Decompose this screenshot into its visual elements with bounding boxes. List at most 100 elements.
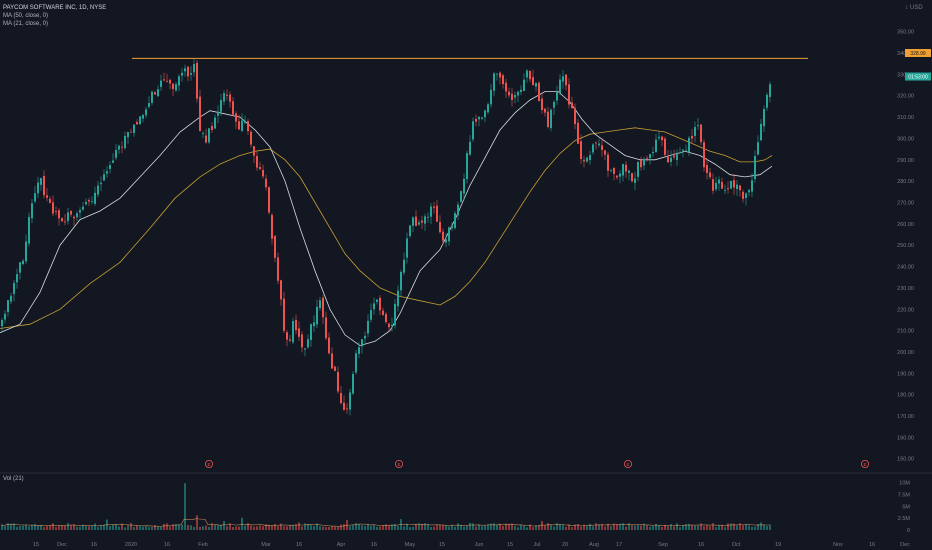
time-tick: Apr bbox=[337, 542, 346, 548]
candle-body bbox=[370, 310, 372, 320]
candle-body bbox=[667, 156, 669, 163]
volume-bar bbox=[658, 525, 660, 530]
volume-bar bbox=[766, 525, 768, 530]
volume-bar bbox=[1, 524, 3, 530]
candle-body bbox=[301, 334, 303, 348]
volume-bar bbox=[604, 526, 606, 530]
time-tick: Aug bbox=[589, 542, 599, 548]
candle-body bbox=[34, 193, 36, 202]
volume-bar bbox=[340, 524, 342, 530]
candle-body bbox=[193, 64, 195, 73]
candle-body bbox=[199, 96, 201, 132]
candle-body bbox=[739, 185, 741, 191]
candle-body bbox=[697, 125, 699, 127]
candle-body bbox=[232, 101, 234, 115]
volume-bar bbox=[574, 524, 576, 530]
candle-body bbox=[250, 131, 252, 145]
volume-bar bbox=[262, 526, 264, 530]
volume-tick: 7.5M bbox=[898, 493, 911, 499]
candle-body bbox=[511, 93, 513, 101]
time-axis[interactable]: 15 Dec 16 2020 16 Feb Mar 16 Apr 16 May 15 Jun 15 Jul 2… bbox=[0, 537, 932, 550]
candle-body bbox=[445, 239, 447, 243]
volume-bar bbox=[454, 526, 456, 530]
volume-bar bbox=[175, 524, 177, 530]
currency-label: ↕ USD bbox=[905, 5, 923, 11]
volume-bar bbox=[124, 527, 126, 530]
time-tick: Nov bbox=[833, 542, 843, 548]
candle-body bbox=[610, 170, 612, 172]
candle-body bbox=[595, 142, 597, 144]
candle-body bbox=[349, 392, 351, 410]
price-axis[interactable]: 150.00 160.00 170.00 180.00 190.00 200.00 210.… bbox=[897, 30, 914, 463]
volume-bar bbox=[223, 521, 225, 530]
volume-bar bbox=[676, 523, 678, 530]
volume-bar bbox=[631, 524, 633, 530]
volume-bar bbox=[202, 526, 204, 530]
volume-bar bbox=[706, 525, 708, 530]
candle-body bbox=[478, 116, 480, 120]
volume-bar bbox=[412, 526, 414, 530]
volume-bar bbox=[481, 526, 483, 530]
volume-bar bbox=[193, 526, 195, 530]
candle-body bbox=[529, 70, 531, 80]
volume-bar bbox=[250, 525, 252, 530]
symbol-title[interactable]: PAYCOM SOFTWARE INC, 1D, NYSE bbox=[3, 5, 107, 11]
volume-bar bbox=[664, 524, 666, 530]
price-badges: 328.99 01:53:00 bbox=[905, 49, 931, 81]
volume-bar bbox=[616, 524, 618, 530]
candle-body bbox=[517, 91, 519, 96]
candle-body bbox=[604, 150, 606, 155]
volume-legend[interactable]: Vol (21) bbox=[3, 476, 24, 482]
candle-body bbox=[457, 204, 459, 216]
candle-body bbox=[16, 274, 18, 283]
volume-bar bbox=[538, 525, 540, 530]
candle-body bbox=[523, 79, 525, 92]
candle-body bbox=[241, 120, 243, 131]
volume-bar bbox=[385, 524, 387, 530]
volume-tick: 2.5M bbox=[898, 516, 911, 522]
volume-bar bbox=[361, 525, 363, 530]
volume-bar bbox=[595, 523, 597, 530]
volume-bar bbox=[760, 522, 762, 530]
candle-body bbox=[607, 154, 609, 171]
volume-bar bbox=[682, 525, 684, 530]
volume-bar bbox=[244, 525, 246, 530]
candle-body bbox=[223, 93, 225, 102]
volume-bar bbox=[280, 523, 282, 530]
candle-body bbox=[4, 313, 6, 320]
volume-bar bbox=[712, 523, 714, 530]
volume-bar bbox=[526, 527, 528, 530]
volume-bar bbox=[637, 524, 639, 530]
volume-bar bbox=[64, 525, 66, 530]
candle-body bbox=[421, 220, 423, 223]
volume-bar bbox=[115, 524, 117, 530]
time-tick: 16 bbox=[91, 542, 97, 548]
candle-body bbox=[70, 210, 72, 215]
candle-body bbox=[289, 339, 291, 341]
volume-bar bbox=[730, 523, 732, 530]
volume-bar bbox=[442, 524, 444, 530]
earnings-marker: E bbox=[624, 459, 633, 468]
volume-bar bbox=[298, 522, 300, 530]
ma21-legend[interactable]: MA (21, close, 0) bbox=[3, 21, 49, 27]
volume-bar bbox=[172, 524, 174, 530]
time-tick: 16 bbox=[698, 542, 704, 548]
ma50-legend[interactable]: MA (50, close, 0) bbox=[3, 13, 49, 19]
candle-body bbox=[367, 320, 369, 334]
volume-bar bbox=[691, 525, 693, 530]
volume-bar bbox=[253, 526, 255, 530]
volume-bar bbox=[94, 523, 96, 530]
currency-text: USD bbox=[910, 5, 923, 11]
candle-body bbox=[700, 124, 702, 143]
volume-bar bbox=[145, 525, 147, 530]
candle-body bbox=[661, 136, 663, 141]
volume-bar bbox=[310, 525, 312, 530]
candle-body bbox=[742, 191, 744, 199]
settings-icon[interactable]: ↕ bbox=[905, 5, 908, 11]
candle-body bbox=[757, 142, 759, 155]
moving-averages bbox=[0, 91, 773, 347]
volume-bar bbox=[163, 523, 165, 530]
candle-body bbox=[730, 180, 732, 189]
